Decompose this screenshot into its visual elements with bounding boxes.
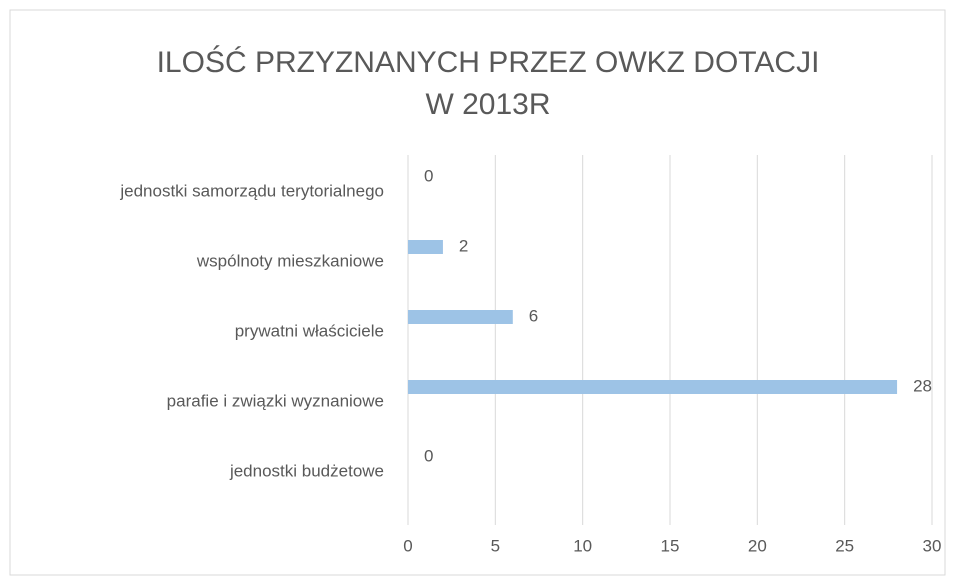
data-label: 2 <box>459 236 468 255</box>
y-tick-label: prywatni właściciele <box>235 321 384 340</box>
x-tick-label: 25 <box>835 536 854 555</box>
x-tick-label: 0 <box>403 536 412 555</box>
bar <box>408 380 898 394</box>
y-tick-label: jednostki budżetowe <box>229 461 384 480</box>
data-label: 0 <box>424 166 433 185</box>
data-label: 28 <box>913 376 932 395</box>
data-label: 6 <box>529 306 538 325</box>
x-tick-label: 5 <box>491 536 500 555</box>
x-tick-label: 20 <box>748 536 767 555</box>
chart-frame <box>9 9 946 576</box>
chart-title: W 2013R <box>425 88 550 121</box>
y-tick-label: jednostki samorządu terytorialnego <box>119 181 384 200</box>
x-tick-label: 30 <box>923 536 942 555</box>
chart-title: ILOŚĆ PRZYZNANYCH PRZEZ OWKZ DOTACJI <box>157 45 820 79</box>
y-tick-label: wspólnoty mieszkaniowe <box>196 251 384 270</box>
x-tick-label: 10 <box>573 536 592 555</box>
x-tick-label: 15 <box>661 536 680 555</box>
data-label: 0 <box>424 446 433 465</box>
y-tick-label: parafie i związki wyznaniowe <box>167 391 384 410</box>
bar <box>408 310 513 324</box>
bar <box>408 240 443 254</box>
